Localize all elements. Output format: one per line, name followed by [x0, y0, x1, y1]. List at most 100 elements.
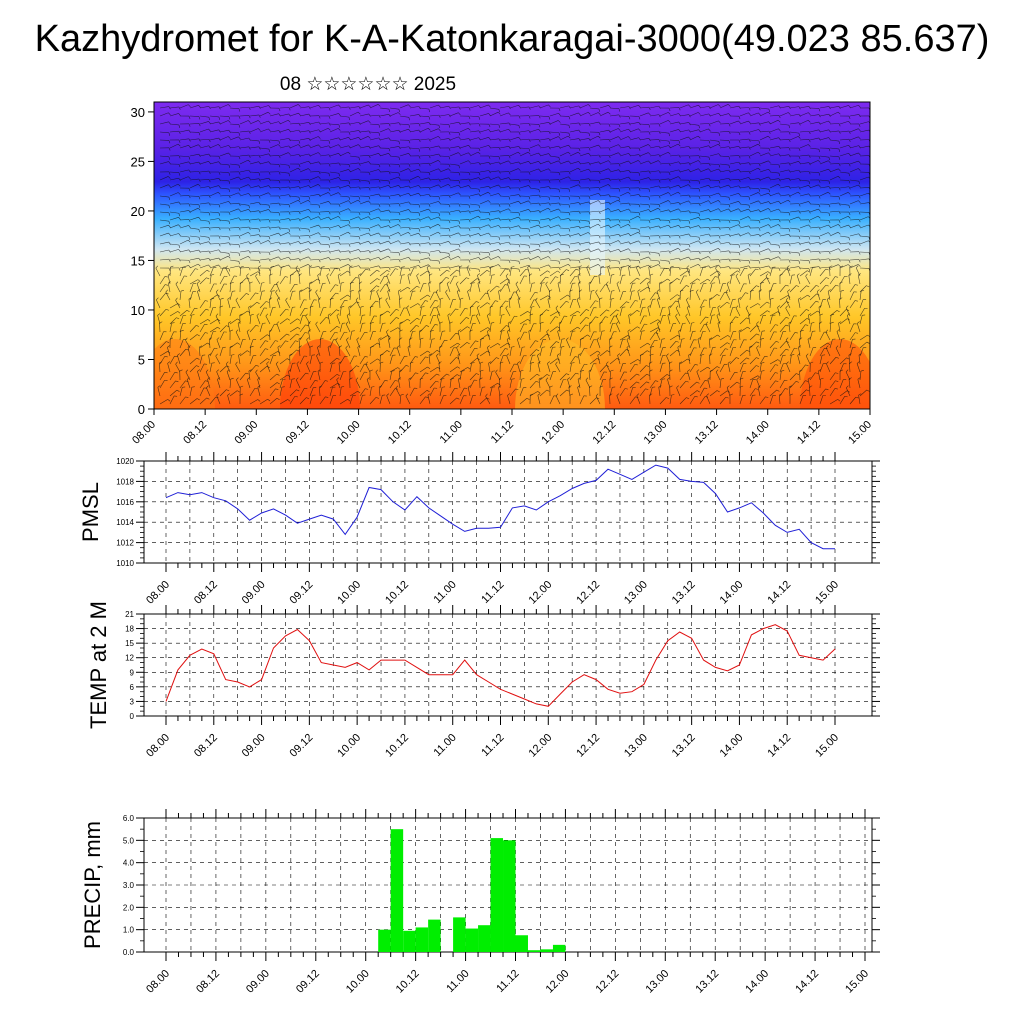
- wind-barb: [675, 307, 681, 317]
- wind-barb: [549, 266, 559, 269]
- wind-barb-flag: [195, 268, 199, 270]
- wind-barb: [239, 115, 250, 117]
- wind-barb: [209, 318, 218, 325]
- wind-barb: [369, 186, 379, 189]
- wind-barb-flag: [298, 273, 302, 276]
- wind-barb-flag: [338, 361, 342, 364]
- wind-barb-flag: [508, 196, 511, 200]
- wind-barb-flag: [627, 224, 631, 227]
- wind-barb-flag: [558, 108, 561, 112]
- wind-barb: [289, 154, 299, 157]
- wind-barb: [489, 146, 499, 149]
- wind-barb: [849, 136, 859, 141]
- wind-barb: [629, 194, 639, 197]
- wind-barb-flag: [338, 128, 341, 131]
- wind-barb: [298, 275, 301, 285]
- wind-barb: [619, 241, 629, 245]
- wind-barb-flag: [298, 337, 302, 340]
- wind-barb-flag: [438, 178, 441, 182]
- wind-barb: [789, 106, 799, 109]
- wind-barb-flag: [328, 227, 331, 231]
- wind-barb-flag: [628, 122, 631, 126]
- wind-barb-flag: [288, 129, 291, 132]
- wind-barb: [639, 342, 648, 349]
- wind-barb-flag: [347, 294, 351, 297]
- wind-barb-flag: [718, 180, 721, 184]
- wind-barb: [467, 291, 471, 301]
- wind-barb: [779, 112, 789, 117]
- wind-barb: [769, 359, 778, 365]
- wind-barb: [599, 184, 609, 189]
- wind-barb: [699, 227, 709, 229]
- wind-barb: [779, 301, 787, 309]
- wind-barb: [269, 113, 279, 117]
- wind-barb-flag: [228, 116, 231, 120]
- wind-barb: [689, 235, 699, 238]
- wind-barb-flag: [506, 337, 510, 340]
- wind-barb: [639, 286, 648, 293]
- wind-barb: [277, 347, 281, 357]
- wind-barb: [219, 255, 229, 261]
- wind-barb-flag: [828, 204, 831, 208]
- wind-barb-flag: [738, 208, 741, 212]
- wind-barb-flag: [428, 116, 431, 120]
- wind-barb: [199, 308, 207, 317]
- wind-barb-flag: [858, 105, 861, 108]
- wind-barb-flag: [278, 155, 281, 159]
- wind-barb-flag: [547, 270, 551, 273]
- wind-barb-flag: [777, 119, 781, 123]
- wind-barb: [639, 170, 649, 173]
- wind-barb-flag: [678, 208, 681, 212]
- wind-barb-flag: [341, 282, 345, 284]
- wind-barb: [349, 168, 359, 173]
- wind-barb-flag: [438, 250, 441, 254]
- wind-barb: [509, 151, 519, 157]
- wind-barb-flag: [678, 129, 681, 133]
- wind-barb-flag: [705, 316, 709, 319]
- wind-barb: [639, 323, 645, 333]
- wind-barb: [229, 163, 239, 166]
- wind-barb-flag: [448, 253, 450, 257]
- wind-barb-flag: [568, 251, 571, 255]
- wind-barb-flag: [596, 337, 600, 340]
- wind-barb: [299, 287, 308, 293]
- wind-barb-flag: [448, 211, 451, 215]
- wind-barb-flag: [838, 156, 841, 160]
- wind-barb: [219, 283, 225, 293]
- wind-barb: [779, 233, 789, 237]
- wind-barb-flag: [528, 245, 530, 249]
- wind-barb: [719, 335, 728, 341]
- wind-barb-flag: [818, 179, 821, 183]
- wind-barb: [629, 283, 633, 293]
- wind-barb-flag: [468, 178, 471, 182]
- wind-barb-flag: [535, 297, 538, 301]
- wind-barb-flag: [557, 329, 561, 332]
- wind-barb: [699, 283, 704, 293]
- wind-barb: [769, 178, 779, 181]
- wind-barb: [249, 250, 259, 253]
- wind-barb: [239, 209, 249, 213]
- wind-barb: [239, 146, 249, 149]
- wind-barb-flag: [568, 171, 571, 175]
- wind-barb-flag: [748, 260, 751, 264]
- wind-barb-flag: [658, 139, 661, 143]
- wind-barb: [579, 241, 589, 245]
- wind-barb: [259, 283, 262, 293]
- wind-barb: [309, 224, 319, 229]
- wind-barb-flag: [348, 185, 351, 188]
- wind-barb-flag: [528, 138, 531, 142]
- wind-barb: [729, 275, 733, 285]
- wind-barb-flag: [408, 168, 411, 171]
- wind-barb-flag: [798, 203, 801, 207]
- wind-barb: [569, 167, 579, 173]
- wind-barb-flag: [607, 265, 611, 268]
- wind-barb-flag: [348, 243, 351, 247]
- wind-barb: [859, 347, 864, 357]
- wind-barb: [579, 339, 582, 349]
- wind-barb-flag: [268, 161, 271, 165]
- wind-barb-flag: [398, 141, 400, 145]
- wind-barb-flag: [298, 163, 301, 167]
- wind-barb: [747, 275, 751, 285]
- wind-barb: [419, 208, 429, 213]
- wind-barb: [819, 113, 829, 117]
